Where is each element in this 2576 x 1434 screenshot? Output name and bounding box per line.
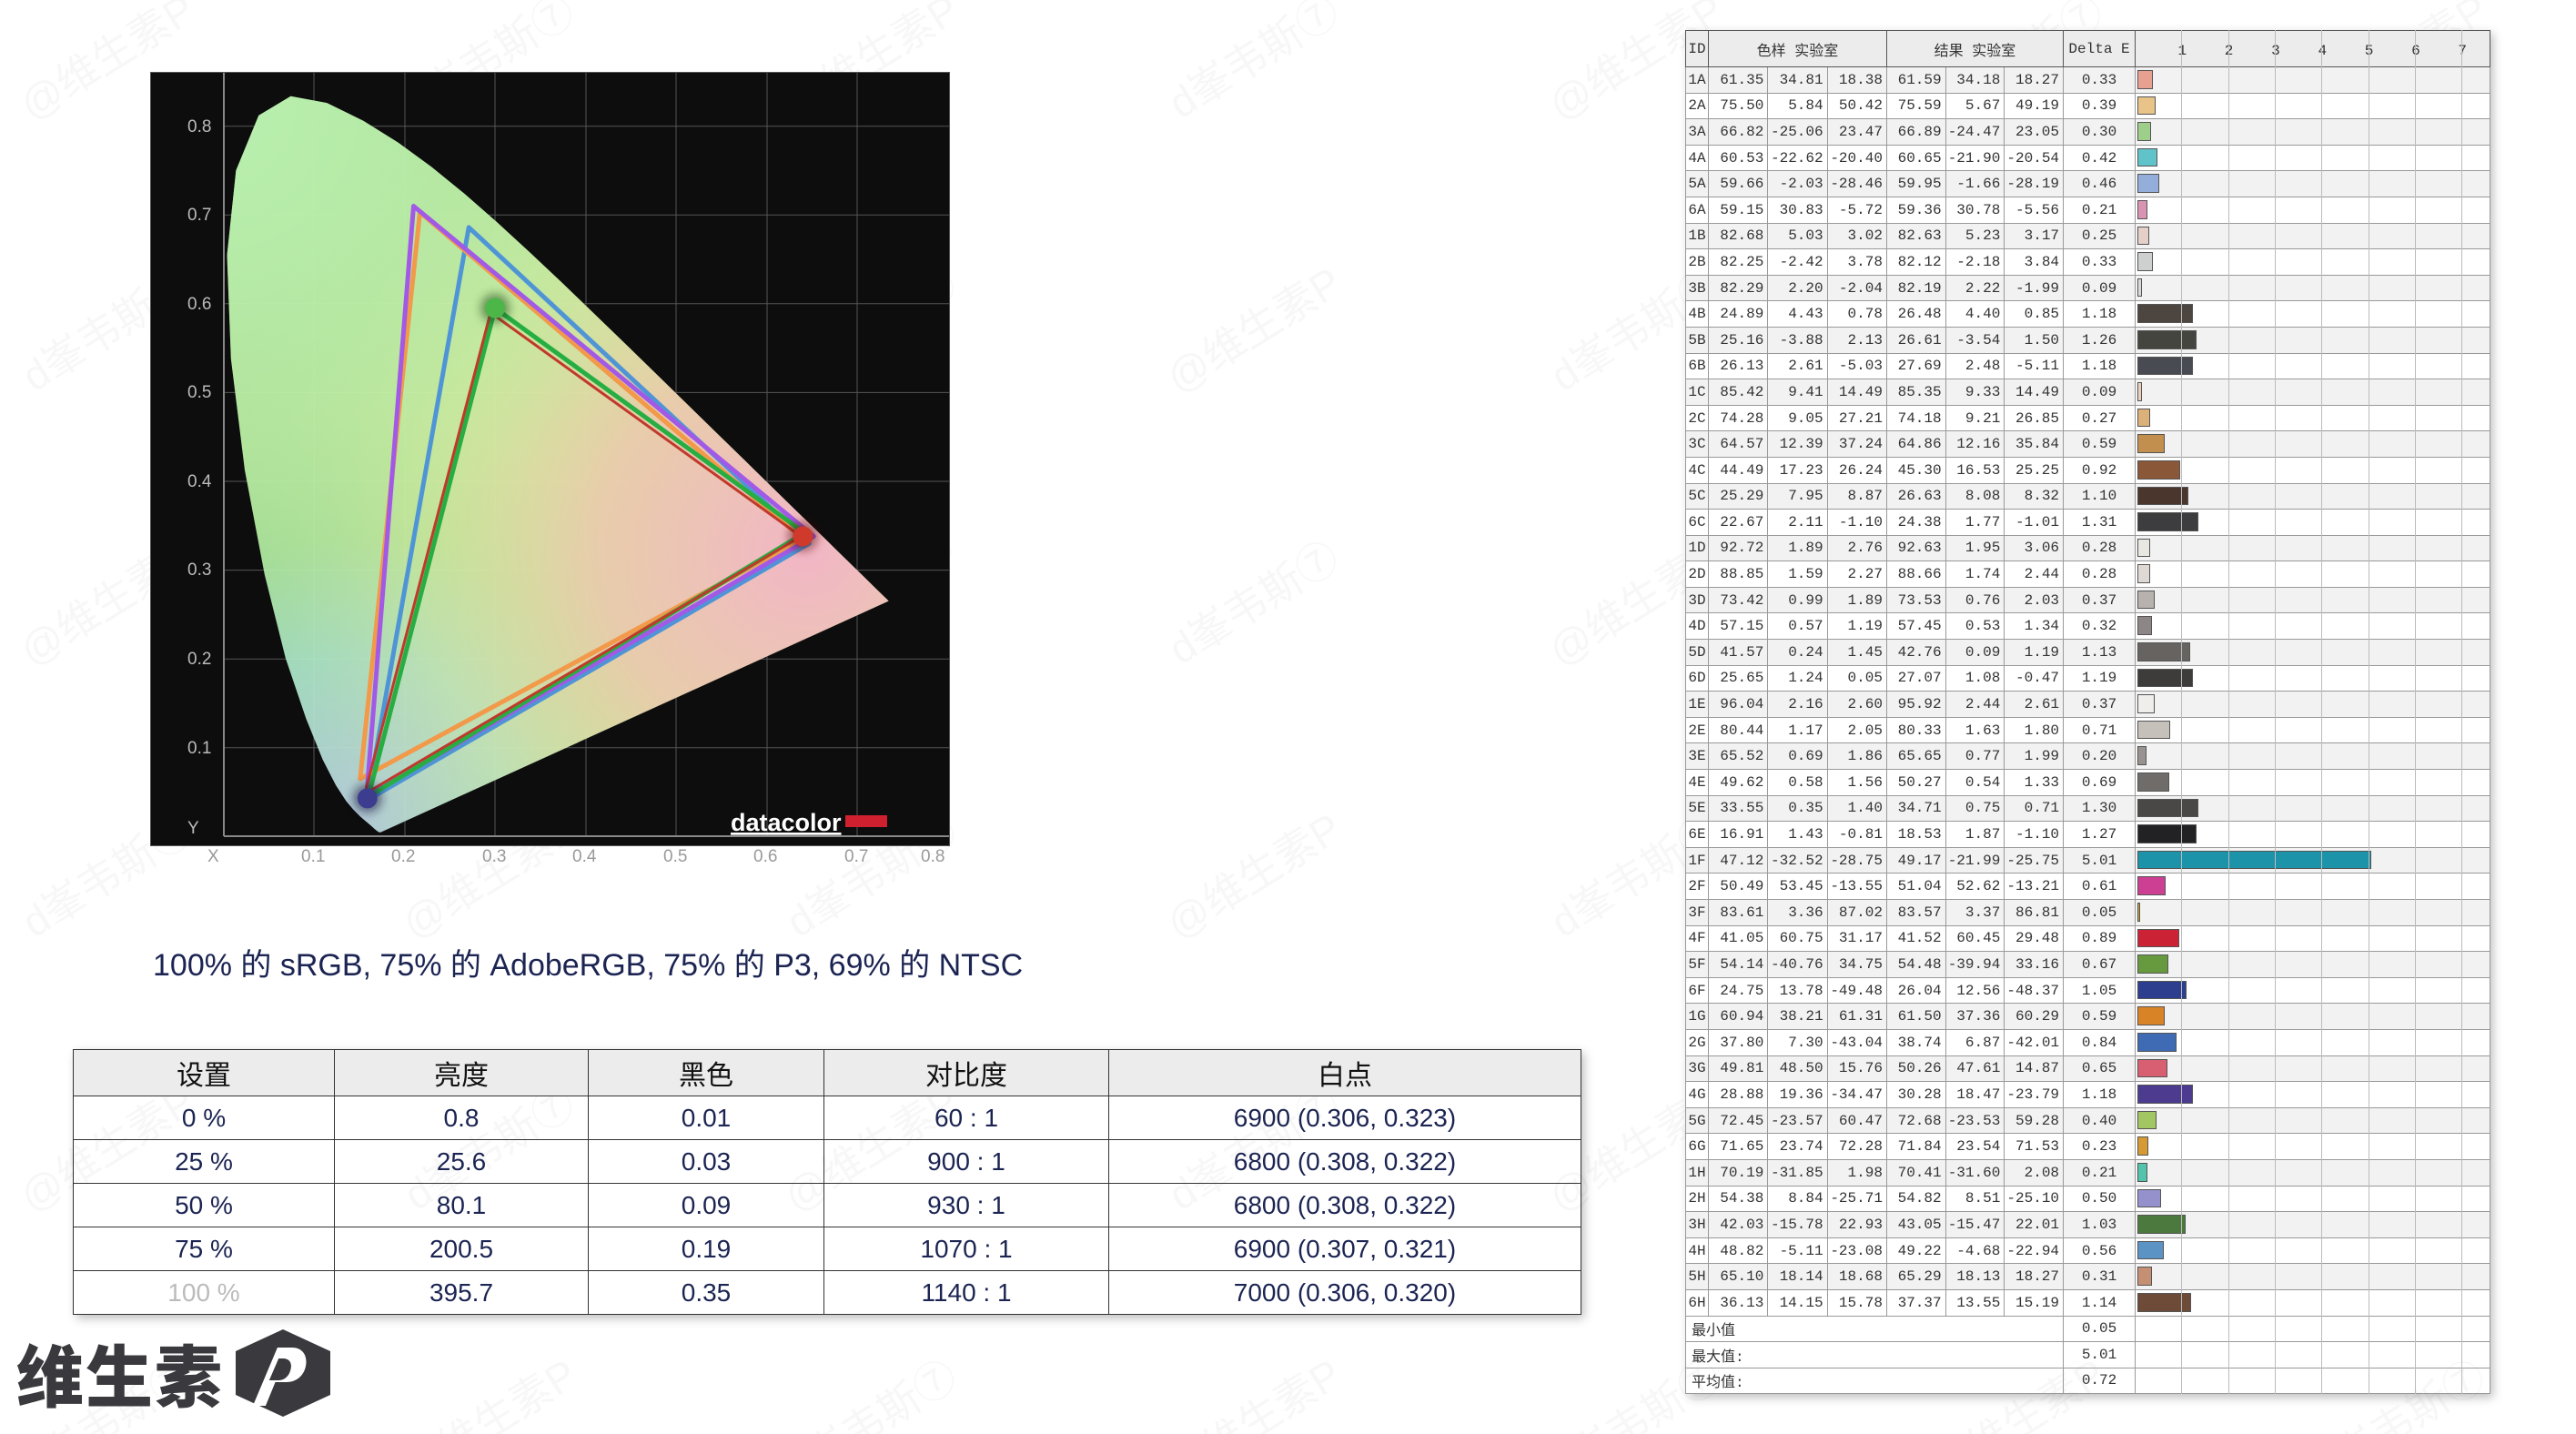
svg-text:1: 1 [2178,43,2187,59]
svg-text:Y: Y [187,819,199,838]
svg-text:0.6: 0.6 [187,295,211,314]
svg-text:3: 3 [2271,43,2280,59]
svg-text:2: 2 [2225,43,2234,59]
svg-text:0.2: 0.2 [187,650,211,669]
svg-text:6: 6 [2411,43,2420,59]
svg-text:0.4: 0.4 [187,472,212,491]
svg-text:0.5: 0.5 [187,383,211,402]
svg-text:7: 7 [2458,43,2467,59]
svg-text:0.1: 0.1 [187,739,211,758]
svg-text:datacolor: datacolor [731,809,842,836]
svg-text:5: 5 [2365,43,2374,59]
svg-text:0.7: 0.7 [187,206,211,225]
svg-text:0.8: 0.8 [187,117,211,136]
svg-text:4: 4 [2318,43,2328,59]
svg-text:0.3: 0.3 [187,560,211,580]
